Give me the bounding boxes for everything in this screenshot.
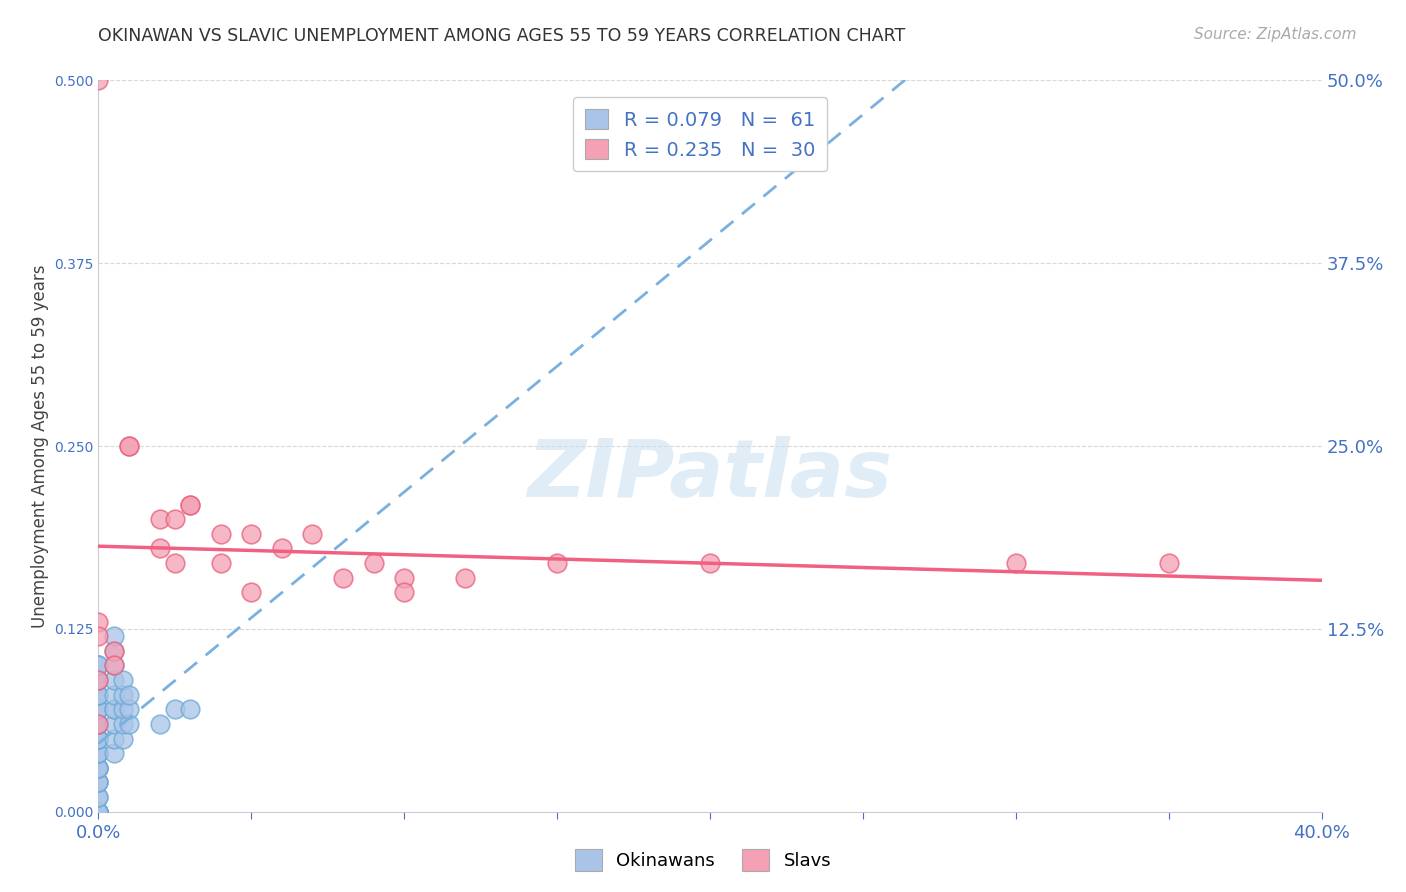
Point (118, 688, 141, 702)
Point (111, 717, 134, 731)
Point (87, 629, 110, 643)
Point (87, 746, 110, 760)
Point (87, 673, 110, 687)
Point (209, 556, 232, 570)
Point (240, 526, 263, 541)
Point (87, 805, 110, 819)
Point (209, 526, 232, 541)
Point (87, 702, 110, 716)
Point (87, 717, 110, 731)
Point (103, 688, 125, 702)
Point (87, 805, 110, 819)
Point (87, 688, 110, 702)
Point (87, 731, 110, 746)
Point (87, 673, 110, 687)
Legend: R = 0.079   N =  61, R = 0.235   N =  30: R = 0.079 N = 61, R = 0.235 N = 30 (574, 97, 827, 171)
Point (163, 556, 186, 570)
Point (118, 439, 141, 453)
Point (118, 717, 141, 731)
Point (111, 673, 134, 687)
Point (103, 658, 125, 673)
Point (103, 731, 125, 746)
Point (87, 761, 110, 775)
Point (87, 805, 110, 819)
Point (87, 615, 110, 629)
Point (118, 439, 141, 453)
Point (87, 717, 110, 731)
Y-axis label: Unemployment Among Ages 55 to 59 years: Unemployment Among Ages 55 to 59 years (31, 264, 49, 628)
Text: Source: ZipAtlas.com: Source: ZipAtlas.com (1194, 27, 1357, 42)
Point (87, 761, 110, 775)
Point (363, 556, 385, 570)
Point (87, 775, 110, 789)
Point (103, 702, 125, 716)
Point (111, 688, 134, 702)
Point (163, 702, 186, 716)
Point (87, 805, 110, 819)
Point (87, 805, 110, 819)
Point (546, 556, 568, 570)
Point (392, 571, 416, 585)
Point (392, 585, 416, 599)
Point (87, 805, 110, 819)
Point (87, 805, 110, 819)
Point (103, 644, 125, 658)
Point (103, 702, 125, 716)
Point (111, 731, 134, 746)
Point (301, 526, 323, 541)
Point (87, 805, 110, 819)
Point (87, 790, 110, 805)
Point (179, 702, 201, 716)
Point (699, 556, 721, 570)
Point (87, 688, 110, 702)
Point (1157, 556, 1180, 570)
Point (87, 805, 110, 819)
Point (118, 702, 141, 716)
Text: OKINAWAN VS SLAVIC UNEMPLOYMENT AMONG AGES 55 TO 59 YEARS CORRELATION CHART: OKINAWAN VS SLAVIC UNEMPLOYMENT AMONG AG… (98, 27, 905, 45)
Point (103, 644, 125, 658)
Point (87, 717, 110, 731)
Point (87, 731, 110, 746)
Point (87, 702, 110, 716)
Point (87, 805, 110, 819)
Point (87, 658, 110, 673)
Point (163, 512, 186, 526)
Point (87, 658, 110, 673)
Point (87, 761, 110, 775)
Point (87, 688, 110, 702)
Point (103, 717, 125, 731)
Point (149, 541, 172, 556)
Point (179, 498, 201, 512)
Point (87, 658, 110, 673)
Point (87, 73, 110, 87)
Point (87, 746, 110, 760)
Point (111, 702, 134, 716)
Legend: Okinawans, Slavs: Okinawans, Slavs (568, 842, 838, 879)
Point (87, 790, 110, 805)
Point (240, 585, 263, 599)
Point (87, 673, 110, 687)
Point (103, 673, 125, 687)
Point (270, 541, 292, 556)
Point (454, 571, 477, 585)
Point (149, 717, 172, 731)
Point (179, 498, 201, 512)
Point (332, 571, 354, 585)
Point (1004, 556, 1026, 570)
Point (87, 702, 110, 716)
Text: ZIPatlas: ZIPatlas (527, 436, 893, 515)
Point (87, 746, 110, 760)
Point (87, 775, 110, 789)
Point (103, 629, 125, 643)
Point (87, 731, 110, 746)
Point (149, 512, 172, 526)
Point (87, 731, 110, 746)
Point (103, 658, 125, 673)
Point (87, 717, 110, 731)
Point (87, 775, 110, 789)
Point (87, 761, 110, 775)
Point (103, 746, 125, 760)
